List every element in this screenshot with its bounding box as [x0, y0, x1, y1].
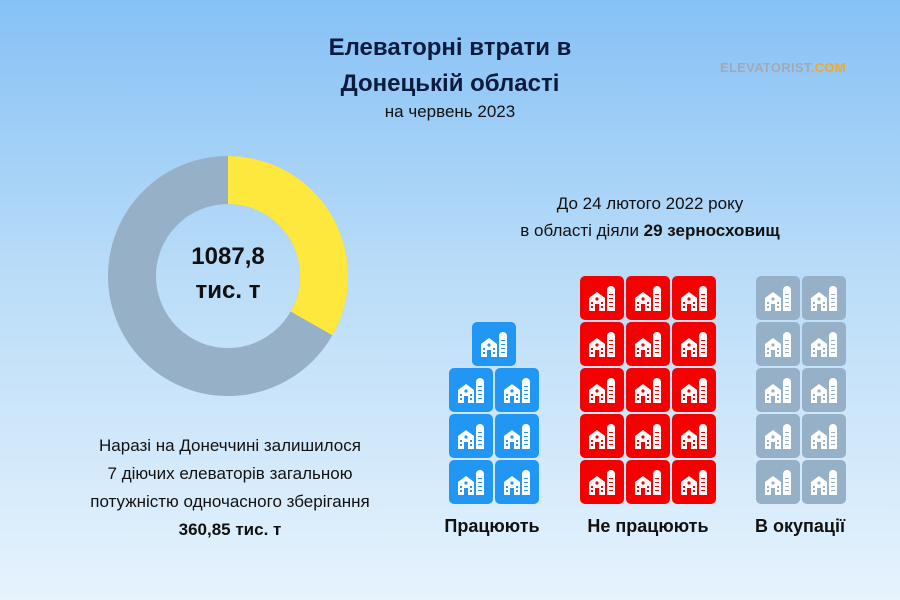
- barn-silo-icon: [504, 378, 530, 403]
- barn-silo-icon: [681, 286, 707, 311]
- elevator-tile: [580, 414, 624, 458]
- barn-silo-icon: [811, 470, 837, 495]
- barn-silo-icon: [504, 470, 530, 495]
- barn-silo-icon: [765, 286, 791, 311]
- elevator-tile: [495, 368, 539, 412]
- barn-silo-icon: [589, 424, 615, 449]
- elevator-tile: [672, 414, 716, 458]
- elevator-tile: [802, 460, 846, 504]
- barn-silo-icon: [589, 332, 615, 357]
- elevator-tile: [672, 276, 716, 320]
- barn-silo-icon: [765, 332, 791, 357]
- current-line-3: потужністю одночасного зберігання: [90, 492, 370, 511]
- elevator-tile: [672, 322, 716, 366]
- current-capacity: 360,85 тис. т: [178, 520, 282, 539]
- elevator-tile: [626, 414, 670, 458]
- elevator-tile: [672, 368, 716, 412]
- barn-silo-icon: [811, 378, 837, 403]
- elevator-tile: [449, 368, 493, 412]
- current-line-1: Наразі на Донеччині залишилося: [99, 436, 361, 455]
- before-war-count: 29 зерносховищ: [643, 221, 780, 240]
- before-war-text: До 24 лютого 2022 року в області діяли 2…: [450, 190, 850, 244]
- elevator-tile: [802, 368, 846, 412]
- elevator-tile: [756, 322, 800, 366]
- barn-silo-icon: [811, 424, 837, 449]
- elevator-tile: [472, 322, 516, 366]
- barn-silo-icon: [635, 424, 661, 449]
- title-line-1: Елеваторні втрати в: [328, 34, 572, 61]
- current-line-2: 7 діючих елеваторів загальною: [107, 464, 353, 483]
- elevator-tile: [756, 276, 800, 320]
- elevator-tile: [580, 460, 624, 504]
- barn-silo-icon: [681, 332, 707, 357]
- barn-silo-icon: [635, 378, 661, 403]
- elevator-tile: [626, 460, 670, 504]
- page-title: Елеваторні втрати в Донецькій області: [0, 30, 900, 102]
- barn-silo-icon: [458, 378, 484, 403]
- elevator-tile: [495, 414, 539, 458]
- barn-silo-icon: [504, 424, 530, 449]
- barn-silo-icon: [589, 286, 615, 311]
- elevator-tile: [626, 368, 670, 412]
- current-status-text: Наразі на Донеччині залишилося 7 діючих …: [40, 432, 420, 544]
- elevator-tile: [756, 414, 800, 458]
- barn-silo-icon: [589, 378, 615, 403]
- elevator-tile: [449, 414, 493, 458]
- elevator-tile: [449, 460, 493, 504]
- barn-silo-icon: [589, 470, 615, 495]
- before-war-line-1: До 24 лютого 2022 року: [556, 194, 744, 213]
- logo: ELEVATORIST.COM: [720, 60, 846, 75]
- title-line-2: Донецькій області: [340, 70, 560, 97]
- barn-silo-icon: [765, 378, 791, 403]
- donut-remaining-segment: [108, 156, 348, 396]
- barn-silo-icon: [681, 470, 707, 495]
- before-war-line-2: в області діяли: [520, 221, 644, 240]
- elevator-tile: [756, 368, 800, 412]
- barn-silo-icon: [481, 332, 507, 357]
- label-not-working: Не працюють: [587, 516, 709, 536]
- elevator-tile: [495, 460, 539, 504]
- donut-center-label: 1087,8 тис. т: [158, 240, 298, 308]
- elevator-tile: [580, 276, 624, 320]
- barn-silo-icon: [765, 424, 791, 449]
- elevator-tile: [580, 368, 624, 412]
- subtitle: на червень 2023: [384, 102, 516, 121]
- barn-silo-icon: [811, 286, 837, 311]
- total-value: 1087,8: [191, 243, 265, 270]
- barn-silo-icon: [811, 332, 837, 357]
- barn-silo-icon: [635, 470, 661, 495]
- elevator-tile: [802, 414, 846, 458]
- barn-silo-icon: [458, 424, 484, 449]
- elevator-tile: [626, 322, 670, 366]
- logo-domain: .COM: [810, 60, 846, 75]
- elevator-tile: [802, 322, 846, 366]
- barn-silo-icon: [681, 378, 707, 403]
- elevator-tile: [580, 322, 624, 366]
- barn-silo-icon: [635, 286, 661, 311]
- barn-silo-icon: [635, 332, 661, 357]
- logo-text: ELEVATORIST: [720, 60, 811, 75]
- elevator-tile: [802, 276, 846, 320]
- elevator-tile: [756, 460, 800, 504]
- donut-chart: [108, 156, 348, 396]
- total-unit: тис. т: [195, 277, 261, 304]
- label-occupied: В окупації: [754, 516, 846, 536]
- elevator-tile: [626, 276, 670, 320]
- elevator-tile: [672, 460, 716, 504]
- label-working: Працюють: [444, 516, 540, 536]
- barn-silo-icon: [681, 424, 707, 449]
- barn-silo-icon: [765, 470, 791, 495]
- barn-silo-icon: [458, 470, 484, 495]
